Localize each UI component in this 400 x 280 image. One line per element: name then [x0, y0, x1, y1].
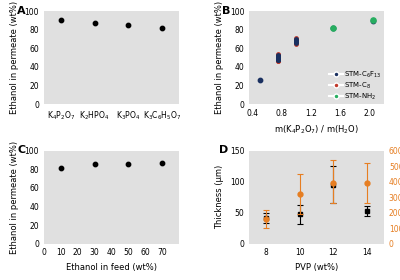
Point: [125, 23, 132, 27]
Point: [275, 52, 282, 56]
Point: [275, 57, 282, 62]
Point: [275, 56, 282, 60]
Point: [91, 161, 98, 166]
Point: [293, 41, 300, 46]
Point: [275, 58, 282, 62]
Point: [275, 59, 282, 63]
Point: [275, 57, 282, 62]
Point: [330, 26, 336, 30]
Point: [293, 39, 300, 43]
Text: A: A: [17, 6, 26, 16]
Legend: STM-C$_6$F$_{13}$, STM-C$_8$, STM-NH$_2$: STM-C$_6$F$_{13}$, STM-C$_8$, STM-NH$_2$: [329, 69, 382, 102]
Point: [91, 21, 98, 25]
Point: [275, 55, 282, 60]
Y-axis label: Ethanol in permeate (wt%): Ethanol in permeate (wt%): [215, 1, 224, 114]
Point: [330, 26, 336, 30]
Point: [370, 18, 376, 23]
Point: [159, 26, 165, 30]
Point: [275, 54, 282, 58]
Point: [293, 37, 300, 42]
X-axis label: Ethanol in feed (wt%): Ethanol in feed (wt%): [66, 263, 157, 272]
Point: [275, 54, 282, 59]
Y-axis label: Thickness (μm): Thickness (μm): [215, 165, 224, 229]
Point: [257, 78, 263, 82]
Point: [293, 37, 300, 41]
Text: C: C: [17, 145, 25, 155]
Text: D: D: [219, 145, 229, 155]
Point: [58, 166, 64, 171]
Point: [275, 56, 282, 60]
Point: [275, 54, 282, 58]
Point: [275, 52, 282, 57]
Point: [293, 38, 300, 42]
Point: [370, 19, 376, 24]
Point: [125, 161, 132, 166]
Point: [293, 41, 300, 45]
Point: [275, 58, 282, 62]
Point: [293, 39, 300, 43]
Point: [275, 55, 282, 60]
Y-axis label: Ethanol in permeate (wt%): Ethanol in permeate (wt%): [10, 141, 19, 254]
Point: [293, 40, 300, 44]
Point: [293, 40, 300, 45]
Point: [58, 18, 64, 23]
Point: [275, 56, 282, 61]
Point: [275, 55, 282, 59]
X-axis label: m(K$_4$P$_2$O$_7$) / m(H$_2$O): m(K$_4$P$_2$O$_7$) / m(H$_2$O): [274, 123, 359, 136]
Y-axis label: Ethanol in permeate (wt%): Ethanol in permeate (wt%): [10, 1, 19, 114]
Point: [275, 53, 282, 58]
Text: B: B: [222, 6, 230, 16]
Point: [159, 160, 165, 165]
Point: [275, 53, 282, 58]
Point: [275, 59, 282, 64]
X-axis label: PVP (wt%): PVP (wt%): [295, 263, 338, 272]
Point: [275, 58, 282, 63]
Point: [275, 57, 282, 61]
Point: [275, 53, 282, 57]
Point: [293, 36, 300, 40]
